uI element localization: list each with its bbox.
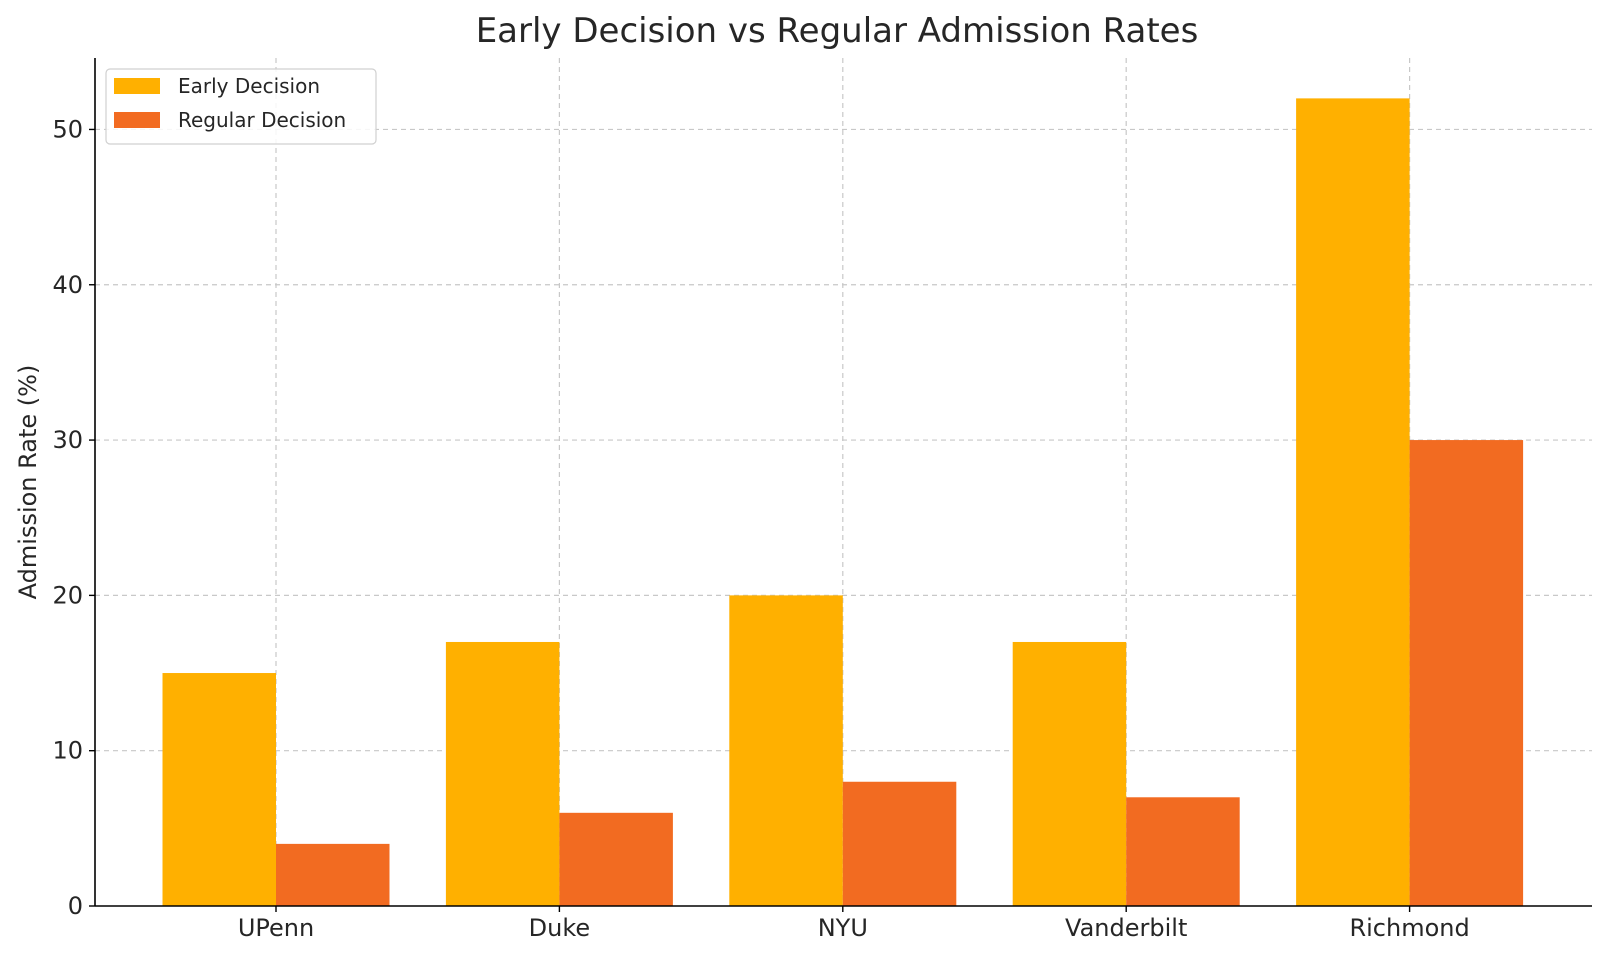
x-tick-label: Richmond [1349,914,1469,942]
legend-label: Regular Decision [178,108,346,132]
legend-box [105,68,377,145]
y-tick-label: 20 [52,581,83,609]
bar-early-decision [445,641,560,906]
bar-early-decision [1012,641,1127,906]
bar-regular-decision [559,812,673,906]
y-tick-label: 30 [52,426,83,454]
bar-early-decision [162,673,276,906]
x-tick-label: NYU [818,914,868,942]
y-axis-label: Admission Rate (%) [14,365,42,600]
bars [162,98,1524,906]
x-tick-label: Vanderbilt [1065,914,1187,942]
y-tick-label: 50 [52,115,83,143]
x-tick-label: Duke [529,914,591,942]
bar-regular-decision [842,781,957,906]
y-tick-label: 40 [52,271,83,299]
bar-regular-decision [276,843,390,906]
legend: Early Decision Regular Decision [105,68,377,145]
bar-early-decision [1296,98,1410,906]
y-tick-label: 10 [52,737,83,765]
x-tick-label: UPenn [238,914,314,942]
legend-swatch [114,112,160,128]
bar-early-decision [729,595,843,906]
legend-swatch [114,78,160,94]
bar-regular-decision [1126,797,1240,906]
bar-regular-decision [1409,440,1524,906]
legend-label: Early Decision [178,74,320,98]
tick-labels: 0 10 20 30 40 50 UPenn Duke NYU Vanderbilt Richmon… [52,115,1469,942]
chart-title: Early Decision vs Regular Admission Rate… [476,11,1199,51]
y-tick-label: 0 [68,892,83,920]
